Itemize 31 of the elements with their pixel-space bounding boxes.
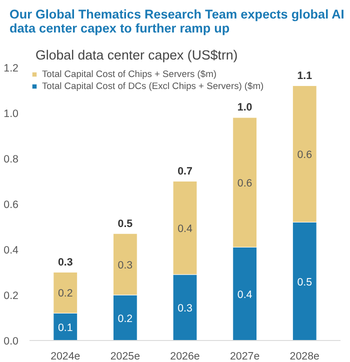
x-tick-label: 2028e xyxy=(290,350,320,362)
data-label: 0.5 xyxy=(297,276,312,288)
x-tick-label: 2027e xyxy=(230,350,260,362)
data-label: 0.3 xyxy=(118,259,133,272)
data-label: 0.3 xyxy=(178,302,192,315)
data-label: 0.1 xyxy=(58,322,73,334)
total-label: 0.7 xyxy=(178,165,192,178)
data-label: 0.4 xyxy=(178,222,192,235)
y-tick-label: 1.0 xyxy=(4,108,19,120)
chart-subtitle: Global data center capex (US$trn) xyxy=(36,48,238,62)
total-label: 1.0 xyxy=(237,102,252,114)
data-label: 0.2 xyxy=(58,288,73,300)
y-tick-label: 0.0 xyxy=(4,336,19,348)
legend-label: Total Capital Cost of DCs (Excl Chips + Servers) ($m) xyxy=(42,81,264,91)
data-label: 0.6 xyxy=(237,177,252,190)
y-tick-label: 1.2 xyxy=(4,62,19,74)
y-tick-label: 0.2 xyxy=(4,290,19,302)
x-tick-label: 2025e xyxy=(110,350,140,362)
x-tick-label: 2026e xyxy=(170,350,200,362)
y-tick-label: 0.8 xyxy=(4,154,19,166)
y-tick-label: 0.4 xyxy=(4,244,19,256)
total-label: 1.1 xyxy=(297,70,312,82)
total-label: 0.5 xyxy=(118,218,133,230)
legend-label: Total Capital Cost of Chips + Servers ($m) xyxy=(42,69,216,79)
x-tick-label: 2024e xyxy=(50,350,80,362)
chart-title: Our Global Thematics Research Team expects global AI data center capex to further ramp up xyxy=(10,8,344,36)
data-label: 0.6 xyxy=(297,148,312,161)
total-label: 0.3 xyxy=(58,256,73,268)
data-label: 0.4 xyxy=(237,288,252,301)
data-label: 0.2 xyxy=(118,312,133,325)
y-tick-label: 0.6 xyxy=(4,199,19,211)
